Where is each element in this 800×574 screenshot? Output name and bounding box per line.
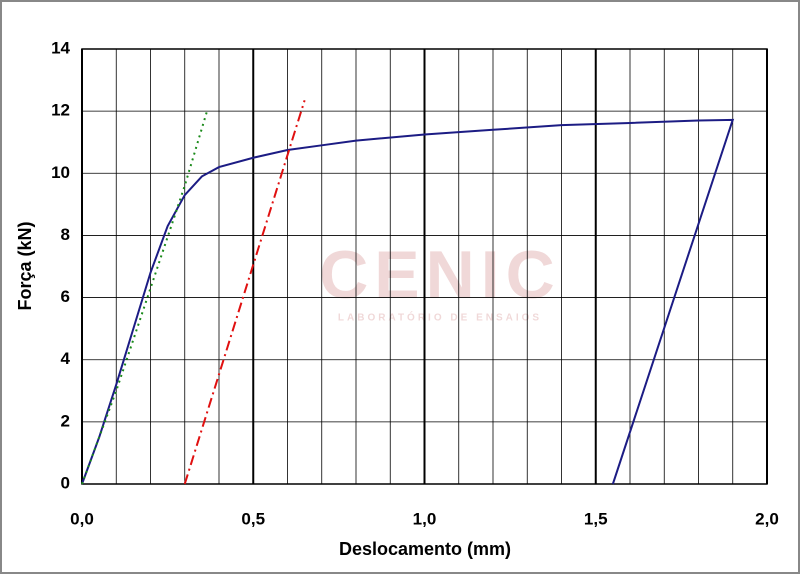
watermark-logo: CENIC bbox=[319, 237, 561, 313]
data-line bbox=[183, 99, 306, 485]
data-line bbox=[81, 118, 735, 485]
x-tick-label: 1,0 bbox=[413, 509, 437, 528]
x-tick-label: 2,0 bbox=[755, 509, 779, 528]
x-tick-label: 0,0 bbox=[70, 509, 94, 528]
y-tick-label: 14 bbox=[51, 38, 70, 57]
y-tick-label: 4 bbox=[61, 349, 71, 368]
watermark: CENIC LABORATÓRIO DE ENSAIOS bbox=[319, 237, 561, 324]
x-tick-label: 0,5 bbox=[241, 509, 265, 528]
watermark-subtitle: LABORATÓRIO DE ENSAIOS bbox=[338, 311, 542, 324]
data-line bbox=[81, 110, 208, 485]
y-tick-label: 10 bbox=[51, 163, 70, 182]
y-tick-label: 0 bbox=[61, 473, 70, 492]
x-axis-label: Deslocamento (mm) bbox=[339, 539, 511, 559]
y-tick-label: 12 bbox=[51, 101, 70, 120]
y-tick-label: 2 bbox=[61, 411, 70, 430]
y-tick-label: 8 bbox=[61, 225, 70, 244]
y-axis-label: Força (kN) bbox=[15, 221, 35, 310]
x-tick-label: 1,5 bbox=[584, 509, 608, 528]
y-tick-label: 6 bbox=[61, 287, 70, 306]
